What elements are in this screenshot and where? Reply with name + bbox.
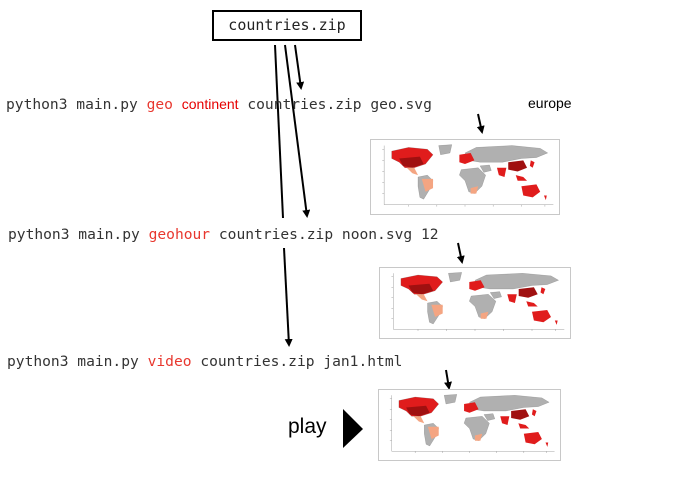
command-prefix: python3 main.py [7, 353, 148, 370]
arrow-zip-to-geohour [284, 44, 311, 218]
continent-value-note: europe [528, 95, 572, 111]
command-args: countries.zip geo.svg [238, 96, 432, 113]
play-label[interactable]: play [288, 415, 327, 438]
command-args: countries.zip noon.svg 12 [210, 226, 439, 243]
arrow-zip-to-video [283, 247, 293, 347]
command-extra-arg: continent [181, 96, 239, 112]
command-args: countries.zip jan1.html [191, 353, 403, 370]
geo-svg-map-thumbnail [370, 139, 560, 215]
world-map-svg [382, 144, 554, 207]
command-geo: python3 main.py geo continent countries.… [6, 95, 432, 114]
line-zip-down [274, 44, 284, 219]
world-map-svg [391, 272, 565, 331]
arrow-jan1-output [444, 369, 452, 390]
jan1-html-map-thumbnail[interactable] [378, 389, 561, 461]
command-mode: geohour [148, 226, 211, 243]
arrow-zip-to-geo [294, 44, 305, 90]
command-mode: video [147, 353, 192, 370]
command-prefix: python3 main.py [6, 96, 147, 113]
command-mode: geo [146, 96, 173, 113]
arrow-geo-output [476, 113, 485, 134]
command-video: python3 main.py video countries.zip jan1… [7, 353, 402, 371]
play-triangle-icon [343, 409, 363, 448]
command-geohour: python3 main.py geohour countries.zip no… [8, 226, 439, 244]
world-map-svg [389, 394, 555, 453]
command-prefix: python3 main.py [8, 226, 149, 243]
countries-zip-box: countries.zip [212, 10, 362, 41]
arrow-noon-output [456, 242, 465, 264]
noon-svg-map-thumbnail [379, 267, 571, 339]
zip-box-label: countries.zip [228, 16, 346, 34]
